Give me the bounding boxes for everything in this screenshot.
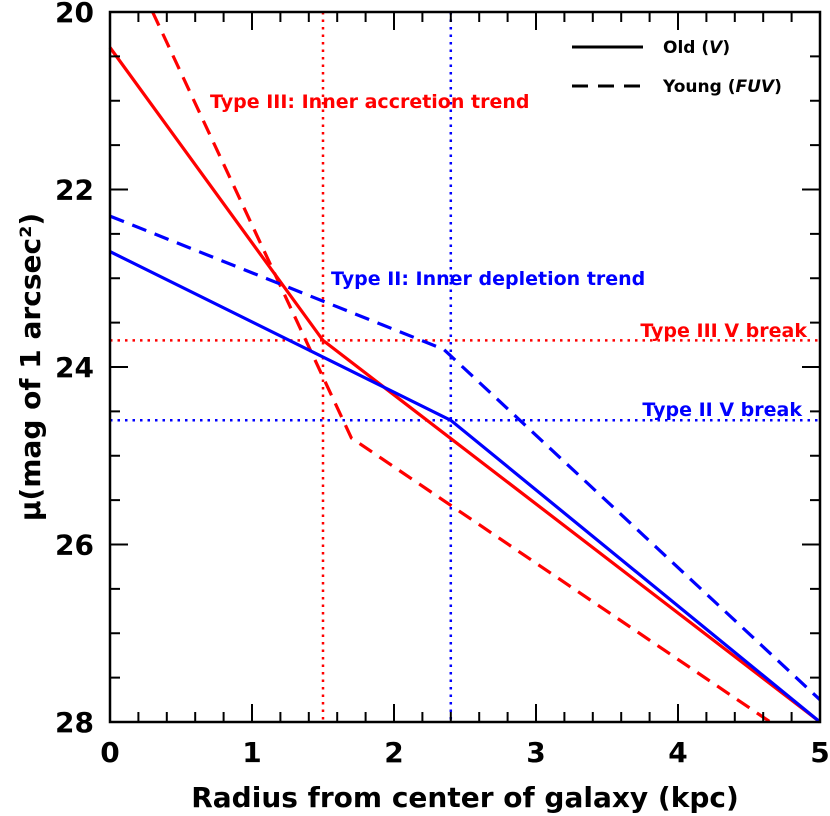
- plot-frame: [108, 10, 822, 724]
- x-tick-label: 2: [384, 736, 403, 769]
- axis-ticks: [109, 11, 821, 723]
- y-tick-label: 24: [55, 351, 94, 384]
- x-tick-label: 3: [526, 736, 545, 769]
- type3-break-label: Type III V break: [640, 320, 807, 342]
- legend-label-old: Old (V): [663, 38, 730, 58]
- type2-old-v-line: [109, 250, 822, 724]
- y-tick-label: 28: [55, 706, 94, 739]
- x-tick-label: 1: [242, 736, 261, 769]
- y-tick-label: 22: [55, 174, 94, 207]
- x-tick-label: 5: [810, 736, 829, 769]
- legend-label-young: Young (FUV): [662, 77, 782, 97]
- x-tick-label: 0: [100, 736, 119, 769]
- legend: Old (V) Young (FUV): [572, 38, 782, 97]
- type3-old-v-line: [108, 46, 821, 724]
- type2-young-fuv-line: [109, 214, 822, 701]
- y-tick-labels: 20 22 24 26 28: [55, 0, 94, 739]
- series-lines: [108, 11, 822, 724]
- y-tick-label: 20: [55, 0, 94, 29]
- type2-break-label: Type II V break: [642, 399, 802, 421]
- y-tick-label: 26: [55, 529, 94, 562]
- annotation-type3-trend: Type III: Inner accretion trend: [210, 91, 529, 113]
- x-tick-label: 4: [668, 736, 687, 769]
- type3-young-fuv-line: [151, 11, 772, 724]
- y-axis-title: μ(mag of 1 arcsec²): [14, 213, 47, 521]
- annotation-type2-trend: Type II: Inner depletion trend: [331, 268, 645, 290]
- x-axis-title: Radius from center of galaxy (kpc): [191, 781, 739, 814]
- x-tick-labels: 0 1 2 3 4 5: [100, 736, 829, 769]
